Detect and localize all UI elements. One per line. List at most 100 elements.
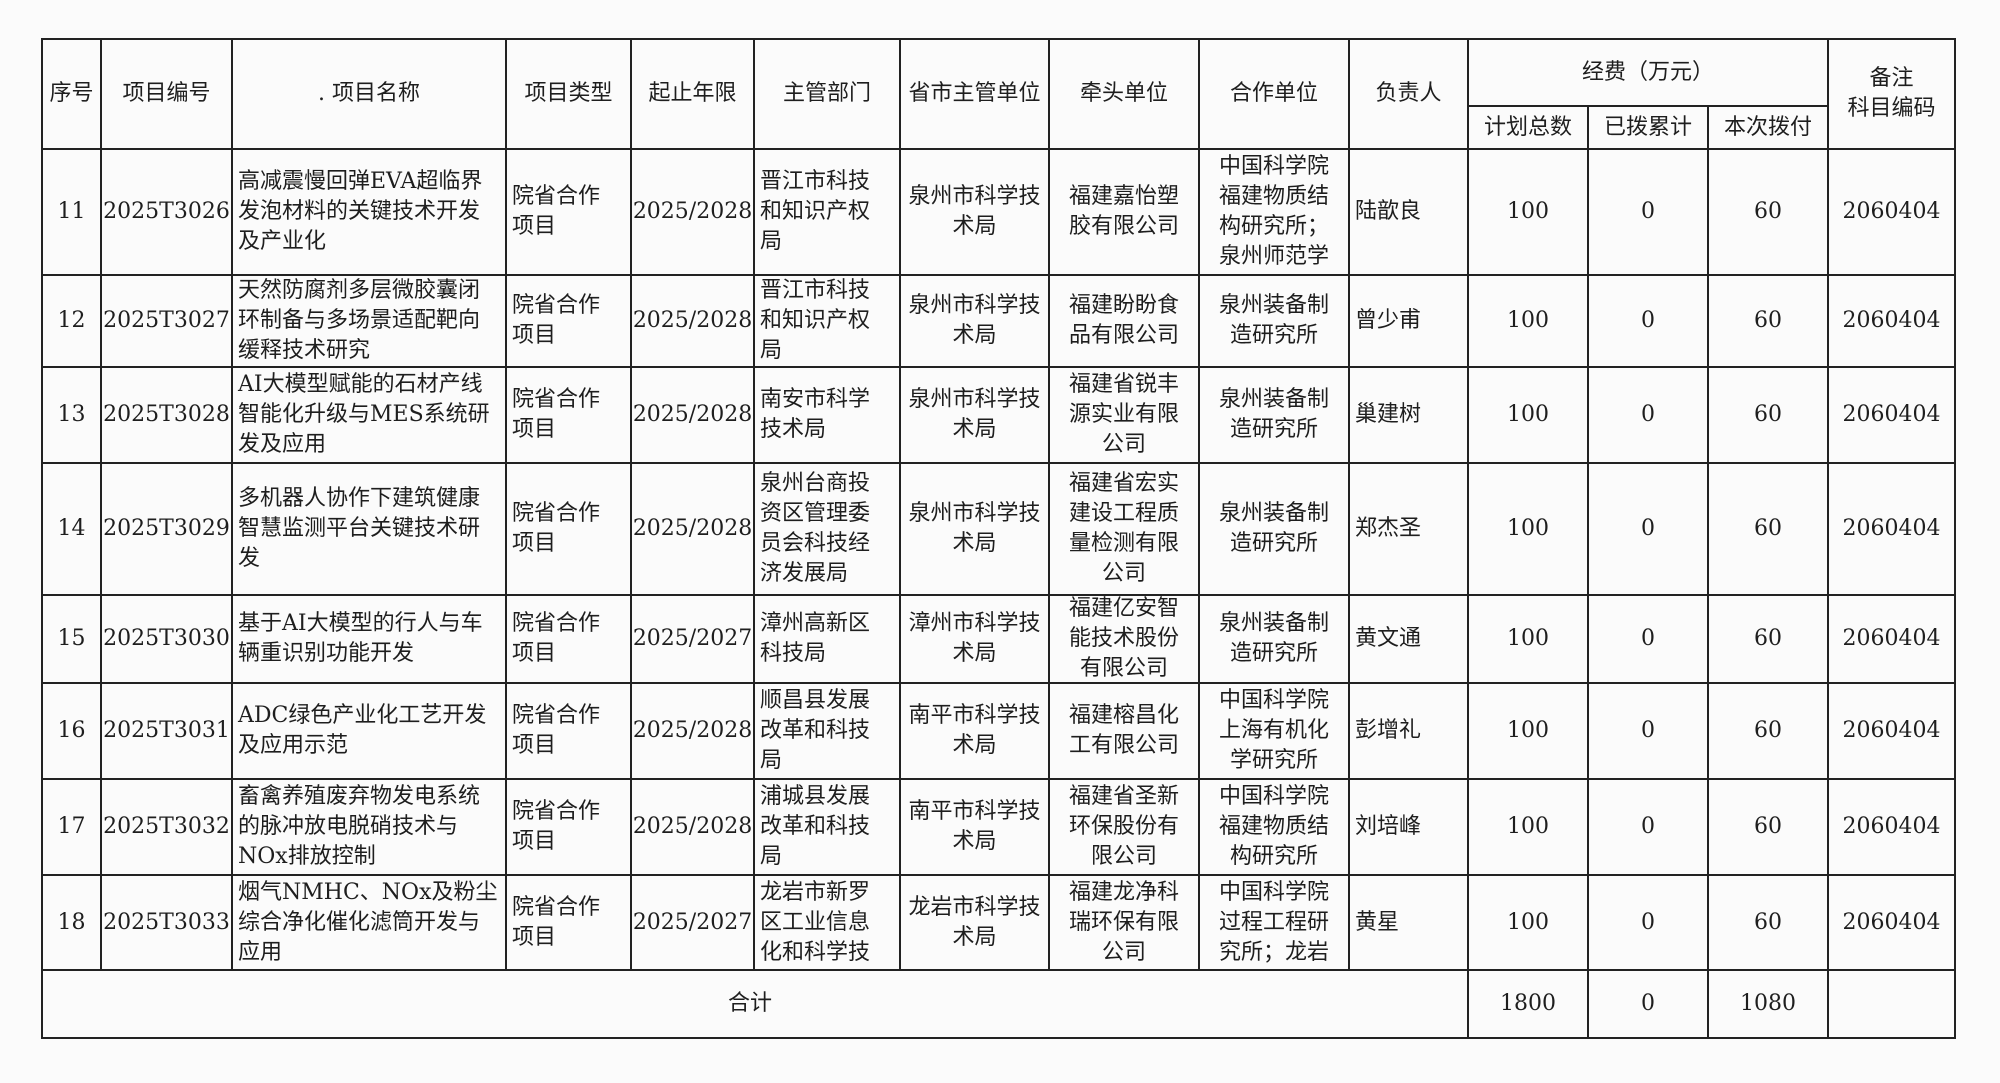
header-name: . 项目名称 [231,38,507,150]
remark-text: 2060404 [1842,814,1941,839]
prov-unit-text: 南平市科学技 术局 [908,703,1041,758]
cell-remark: 2060404 [1827,148,1957,276]
cell-seq: 12 [41,274,102,368]
code-text: 2025T3029 [103,516,230,541]
remark-text: 2060404 [1842,308,1941,333]
allocated-text: 0 [1641,199,1655,224]
cell-partner: 泉州装备制 造研究所 [1198,274,1350,368]
allocated-text: 0 [1641,909,1655,935]
current-text: 60 [1754,308,1782,333]
cell-type: 院省合作 项目 [505,274,632,368]
code-text: 2025T3031 [103,718,230,743]
header-dept: 主管部门 [753,38,901,150]
prov-unit-text: 泉州市科学技 术局 [908,387,1041,442]
cell-remark: 2060404 [1827,366,1957,464]
period-text: 2025/2028 [632,402,753,427]
type-text: 院省合作 项目 [512,611,601,666]
cell-type: 院省合作 项目 [505,874,632,971]
cell-lead-unit: 福建榕昌化 工有限公司 [1048,682,1200,780]
header-partner: 合作单位 [1198,38,1350,150]
cell-period: 2025/2027 [630,594,755,684]
cell-remark: 2060404 [1827,778,1957,876]
cell-plan-total: 100 [1467,366,1589,464]
cell-allocated: 0 [1587,594,1709,684]
cell-name: 天然防腐剂多层微胶囊闭 环制备与多场景适配靶向 缓释技术研究 [231,274,507,368]
cell-leader: 陆歆良 [1348,148,1469,276]
allocated-text: 0 [1641,516,1655,541]
cell-plan-total: 100 [1467,778,1589,876]
cell-plan-total: 100 [1467,462,1589,596]
cell-seq: 15 [41,594,102,684]
cell-partner: 中国科学院 过程工程研 究所；龙岩 [1198,874,1350,971]
cell-prov-unit: 泉州市科学技 术局 [899,462,1050,596]
name-text: 天然防腐剂多层微胶囊闭 环制备与多场景适配靶向 缓释技术研究 [238,278,481,363]
type-text: 院省合作 项目 [512,894,601,950]
allocated-text: 0 [1641,718,1655,743]
prov-unit-text: 龙岩市科学技 术局 [908,894,1041,950]
cell-current: 60 [1706,778,1830,876]
cell-code: 2025T3027 [100,274,233,368]
cell-code: 2025T3032 [100,778,233,876]
header-lead-unit: 牵头单位 [1048,38,1200,150]
table-row: 12 2025T3027 天然防腐剂多层微胶囊闭 环制备与多场景适配靶向 缓释技术研… [41,274,1957,368]
plan-total-text: 100 [1507,718,1549,743]
cell-plan-total: 100 [1467,274,1589,368]
cell-prov-unit: 泉州市科学技 术局 [899,148,1050,276]
code-text: 2025T3030 [103,626,230,651]
cell-seq: 14 [41,462,102,596]
type-text: 院省合作 项目 [512,387,601,442]
cell-name: 畜禽养殖废弃物发电系统 的脉冲放电脱硝技术与 NOx排放控制 [231,778,507,876]
header-period: 起止年限 [630,38,755,150]
cell-type: 院省合作 项目 [505,148,632,276]
header-remark: 备注 科目编码 [1827,38,1957,150]
leader-text: 彭增礼 [1355,718,1422,743]
cell-remark: 2060404 [1827,874,1957,971]
dept-text: 泉州台商投 资区管理委 员会科技经 济发展局 [760,471,871,586]
header-seq-text: 序号 [49,81,94,106]
prov-unit-text: 泉州市科学技 术局 [908,501,1041,556]
remark-text: 2060404 [1842,626,1941,651]
header-remark-text: 备注 科目编码 [1847,66,1936,121]
header-leader-text: 负责人 [1375,81,1442,106]
name-text: ADC绿色产业化工艺开发 及应用示范 [238,703,487,758]
cell-dept: 晋江市科技 和知识产权 局 [753,274,901,368]
lead-unit-text: 福建亿安智 能技术股份 有限公司 [1068,596,1179,681]
cell-lead-unit: 福建省锐丰 源实业有限 公司 [1048,366,1200,464]
current-text: 60 [1754,814,1782,839]
seq-text: 15 [57,626,86,651]
name-text: 畜禽养殖废弃物发电系统 的脉冲放电脱硝技术与 NOx排放控制 [238,784,481,869]
lead-unit-text: 福建龙净科 瑞环保有限 公司 [1068,879,1179,965]
total-plan-cell: 1800 [1468,969,1589,1039]
cell-name: ADC绿色产业化工艺开发 及应用示范 [231,682,507,780]
cell-dept: 泉州台商投 资区管理委 员会科技经 济发展局 [753,462,901,596]
type-text: 院省合作 项目 [512,703,601,758]
plan-total-text: 100 [1507,402,1549,427]
total-plan-total: 1800 [1500,991,1556,1016]
cell-seq: 17 [41,778,102,876]
period-text: 2025/2027 [632,626,753,651]
cell-leader: 刘培峰 [1348,778,1469,876]
cell-leader: 郑杰圣 [1348,462,1469,596]
name-text: 高减震慢回弹EVA超临界 发泡材料的关键技术开发 及产业化 [238,169,483,254]
cell-name: 烟气NMHC、NOx及粉尘 综合净化催化滤筒开发与 应用 [231,874,507,971]
cell-lead-unit: 福建省圣新 环保股份有 限公司 [1048,778,1200,876]
cell-current: 60 [1706,366,1830,464]
partner-text: 泉州装备制 造研究所 [1218,387,1329,442]
header-funding: 经费（万元） [1466,38,1830,107]
cell-seq: 13 [41,366,102,464]
seq-text: 14 [57,516,86,541]
cell-lead-unit: 福建省宏实 建设工程质 量检测有限 公司 [1048,462,1200,596]
code-text: 2025T3026 [103,199,230,224]
cell-dept: 浦城县发展 改革和科技 局 [753,778,901,876]
cell-allocated: 0 [1587,874,1709,971]
header-plan-total: 计划总数 [1467,105,1589,150]
cell-seq: 16 [41,682,102,780]
leader-text: 陆歆良 [1355,199,1422,224]
lead-unit-text: 福建榕昌化 工有限公司 [1068,703,1179,758]
remark-text: 2060404 [1842,516,1941,541]
header-allocated-text: 已拨累计 [1603,114,1692,140]
cell-name: 多机器人协作下建筑健康 智慧监测平台关键技术研 发 [231,462,507,596]
table-row: 16 2025T3031 ADC绿色产业化工艺开发 及应用示范 院省合作 项目 2025… [41,682,1957,780]
cell-seq: 11 [41,148,102,276]
cell-current: 60 [1706,274,1830,368]
